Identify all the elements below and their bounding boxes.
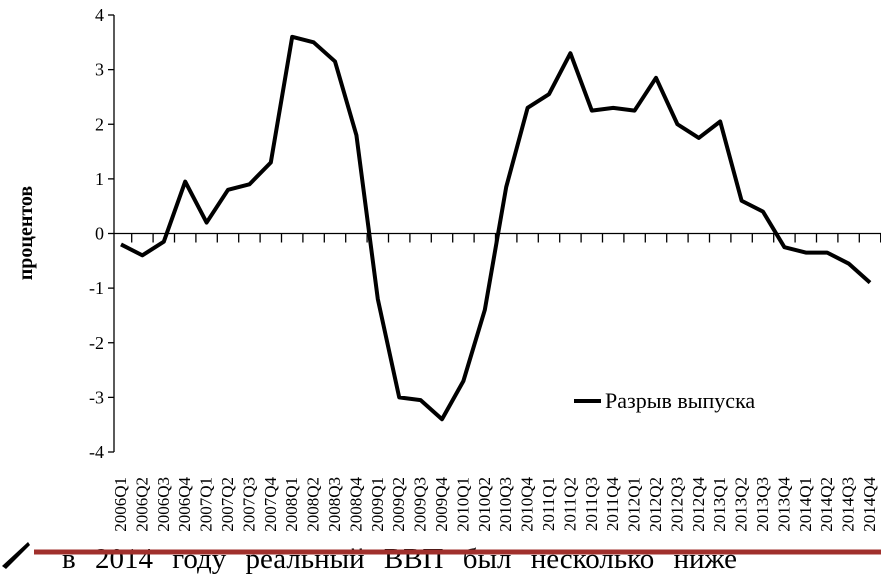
y-tick-label: -1 <box>89 278 104 298</box>
x-tick-label: 2006Q3 <box>154 477 173 532</box>
annotation: в 2014 году реальный ВВП был несколько н… <box>62 543 737 575</box>
x-tick-label: 2011Q2 <box>560 477 579 531</box>
x-tick-label: 2009Q4 <box>432 477 451 532</box>
x-tick-label: 2009Q1 <box>368 477 387 532</box>
x-tick-label: 2007Q3 <box>239 477 258 532</box>
x-tick-label: 2011Q1 <box>539 477 558 531</box>
x-tick-label: 2006Q4 <box>175 477 194 532</box>
footer: в 2014 году реальный ВВП был несколько н… <box>0 542 881 576</box>
x-tick-label: 2014Q2 <box>817 477 836 532</box>
y-tick-label: 1 <box>95 169 104 189</box>
x-tick-label: 2006Q2 <box>132 477 151 532</box>
x-tick-label: 2011Q4 <box>603 477 622 532</box>
x-tick-label: 2007Q4 <box>261 477 280 532</box>
y-tick-label: 3 <box>95 60 104 80</box>
x-tick-label: 2010Q3 <box>496 477 515 532</box>
x-tick-label: 2014Q1 <box>796 477 815 532</box>
x-tick-label: 2012Q4 <box>689 477 708 532</box>
footer-background <box>0 543 881 576</box>
x-tick-label: 2009Q3 <box>411 477 430 532</box>
y-tick-label: 2 <box>95 114 104 134</box>
x-tick-label: 2014Q3 <box>839 477 858 532</box>
x-tick-label: 2012Q3 <box>667 477 686 532</box>
y-axis-label: процентов <box>15 186 37 281</box>
pen-mark <box>2 542 30 569</box>
x-tick-label: 2013Q1 <box>710 477 729 532</box>
y-tick-label: -2 <box>89 333 104 353</box>
x-tick-label: 2013Q4 <box>774 477 793 532</box>
x-tick-label: 2008Q3 <box>325 477 344 532</box>
y-tick-label: -3 <box>89 387 104 407</box>
x-tick-label: 2013Q2 <box>732 477 751 532</box>
x-tick-label: 2006Q1 <box>111 477 130 532</box>
x-tick-label: 2010Q2 <box>475 477 494 532</box>
x-tick-label: 2012Q2 <box>646 477 665 532</box>
x-tick-label: 2014Q4 <box>860 477 879 532</box>
x-tick-label: 2009Q2 <box>389 477 408 532</box>
y-tick-label: -4 <box>89 442 104 462</box>
x-tick-label: 2013Q3 <box>753 477 772 532</box>
y-tick-label: 4 <box>95 5 104 25</box>
x-tick-label: 2010Q1 <box>453 477 472 532</box>
x-tick-label: 2010Q4 <box>518 477 537 532</box>
x-tick-label: 2008Q1 <box>282 477 301 532</box>
legend-label: Разрыв выпуска <box>605 388 755 413</box>
x-tick-label: 2007Q2 <box>218 477 237 532</box>
x-tick-label: 2008Q4 <box>346 477 365 532</box>
x-tick-label: 2007Q1 <box>197 477 216 532</box>
series-line <box>120 34 872 422</box>
y-tick-label: 0 <box>95 224 104 244</box>
x-tick-label: 2011Q3 <box>582 477 601 531</box>
x-tick-label: 2008Q2 <box>304 477 323 532</box>
x-tick-label: 2012Q1 <box>625 477 644 532</box>
